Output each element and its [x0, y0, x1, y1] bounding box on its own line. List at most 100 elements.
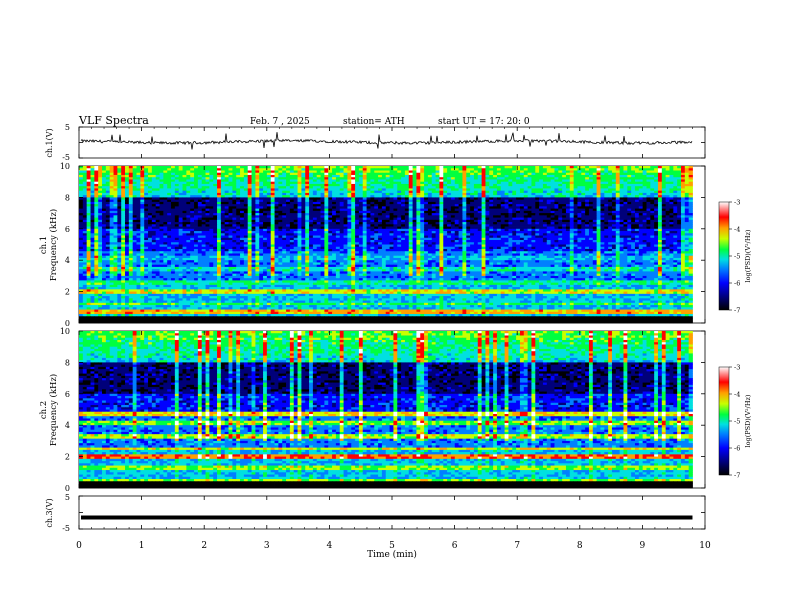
ch1-spectrogram-cell	[298, 209, 302, 212]
ch1-spectrogram-cell	[689, 224, 693, 227]
ch1-spectrogram-cell	[386, 184, 390, 187]
ch1-spectrogram-cell	[236, 184, 240, 187]
ch1-spectrogram-cell	[585, 209, 589, 212]
ch1-spectrogram-cell	[382, 224, 386, 227]
ch1-spectrogram-cell	[221, 184, 225, 187]
ch1-spectrogram-cell	[209, 200, 213, 203]
ch1-spectrogram-cell	[263, 209, 267, 212]
ch1-spectrogram-cell	[129, 200, 133, 203]
ch1-spectrogram-cell	[271, 215, 275, 218]
ch1-spectrogram-cell	[420, 200, 424, 203]
ch1-spectrogram-cell	[98, 200, 102, 203]
ch1-spectrogram-cell	[505, 200, 509, 203]
ch1-spectrogram-cell	[535, 177, 539, 180]
ch1-spectrogram-cell	[654, 168, 658, 171]
ch1-spectrogram-cell	[106, 184, 110, 187]
ch1-spectrogram-cell	[336, 168, 340, 171]
ch1-spectrogram-cell	[459, 200, 463, 203]
ch1-spectrogram-cell	[332, 193, 336, 196]
ch1-spectrogram-cell	[148, 177, 152, 180]
ch1-spectrogram-cell	[340, 168, 344, 171]
ch1-spectrogram-cell	[328, 168, 332, 171]
ch1-spectrogram-cell	[462, 168, 466, 171]
ch1-spectrogram-cell	[520, 215, 524, 218]
ch1-spectrogram-cell	[428, 200, 432, 203]
ch1-spectrogram-cell	[662, 177, 666, 180]
ch1-spectrogram-cell	[294, 184, 298, 187]
ch1-spectrogram-cell	[489, 200, 493, 203]
ch1-spectrogram-cell	[566, 168, 570, 171]
ch1-spectrogram-cell	[225, 224, 229, 227]
ch1-spectrogram-cell	[129, 224, 133, 227]
ch1-spectrogram-cell	[125, 193, 129, 196]
ch1-spectrogram-cell	[79, 209, 83, 212]
ch1-spectrogram-cell	[271, 177, 275, 180]
ch1-spectrogram-cell	[558, 177, 562, 180]
ch1-spectrogram-cell	[367, 168, 371, 171]
ch1-waveform-panel: 5 -5 ch.1(V)	[45, 123, 705, 162]
ch1-spectrogram-cell	[221, 177, 225, 180]
ch1-spectrogram-cell	[374, 168, 378, 171]
ch1-spectrogram-cell	[459, 168, 463, 171]
ch1-spectrogram-cell	[543, 224, 547, 227]
ch1-spectrogram-cell	[524, 215, 528, 218]
ch1-spectrogram-cell	[313, 177, 317, 180]
ch1-spectrogram-cell	[669, 200, 673, 203]
ch1-spectrogram-cell	[255, 200, 259, 203]
ch1-spectrogram-cell	[516, 224, 520, 227]
ch1-spectrogram-cell	[206, 193, 210, 196]
ch1-spectrogram-cell	[344, 193, 348, 196]
ch1-spectrogram-cell	[221, 224, 225, 227]
ch1-spectrogram-cell	[328, 177, 332, 180]
ch1-spectrogram-cell	[428, 193, 432, 196]
ch1-spectrogram-cell	[236, 209, 240, 212]
ch1-spectrogram-cell	[102, 224, 106, 227]
ch1-spectrogram-cell	[332, 209, 336, 212]
ch1-spectrogram-cell	[516, 215, 520, 218]
ch1-spectrogram-cell	[543, 184, 547, 187]
ch1-spectrogram-cell	[413, 215, 417, 218]
ch1-spectrogram-cell	[497, 215, 501, 218]
ch1-spectrogram-cell	[466, 209, 470, 212]
ch1-spectrogram-cell	[351, 184, 355, 187]
ch1-spectrogram-cell	[470, 193, 474, 196]
ch1-spectrogram-cell	[217, 193, 221, 196]
ch1-spectrogram-cell	[278, 177, 282, 180]
ch1-spectrogram-cell	[535, 209, 539, 212]
ch1-spectrogram-cell	[190, 184, 194, 187]
ch1-spectrogram-cell	[305, 184, 309, 187]
ch1-spectrogram-cell	[370, 200, 374, 203]
ch1-spectrogram-cell	[324, 177, 328, 180]
ch1-spectrogram-cell	[543, 215, 547, 218]
ch1-spectrogram-cell	[531, 193, 535, 196]
ch1-spectrogram-cell	[639, 193, 643, 196]
ch1-spectrogram-cell	[263, 193, 267, 196]
ch1-spectrogram-cell	[497, 224, 501, 227]
ch1-spectrogram-cell	[451, 209, 455, 212]
ch1-spectrogram-cell	[209, 209, 213, 212]
ch1-spectrogram-cell	[643, 200, 647, 203]
ch1-spectrogram-cell	[83, 200, 87, 203]
ch1-spectrogram-cell	[650, 193, 654, 196]
ch1-spectrogram-cell	[516, 193, 520, 196]
ch1-spectrogram-cell	[259, 193, 263, 196]
ch1-spectrogram-cell	[577, 224, 581, 227]
ch1-spectrogram-cell	[524, 168, 528, 171]
ch1-spectrogram-cell	[593, 193, 597, 196]
ch1-spectrogram-cell	[363, 200, 367, 203]
ch1-spectrogram-cell	[290, 168, 294, 171]
ch1-spectrogram-cell	[662, 184, 666, 187]
ch1-spectrogram-cell	[144, 193, 148, 196]
ch1-spectrogram-cell	[198, 200, 202, 203]
ch1-spectrogram-cell	[558, 168, 562, 171]
ch1-spectrogram-cell	[635, 224, 639, 227]
ch1-spectrogram-cell	[562, 184, 566, 187]
ch1-spectrogram-cell	[524, 193, 528, 196]
ch1-spectrogram-cell	[117, 224, 121, 227]
ch1-spectrogram-cell	[616, 215, 620, 218]
ch1-spectrogram-cell	[152, 224, 156, 227]
ch1-spectrogram-cell	[267, 224, 271, 227]
ch1-spectrogram-cell	[248, 168, 252, 171]
ch1-spectrogram-cell	[470, 184, 474, 187]
ch1-spectrogram-cell	[79, 168, 83, 171]
